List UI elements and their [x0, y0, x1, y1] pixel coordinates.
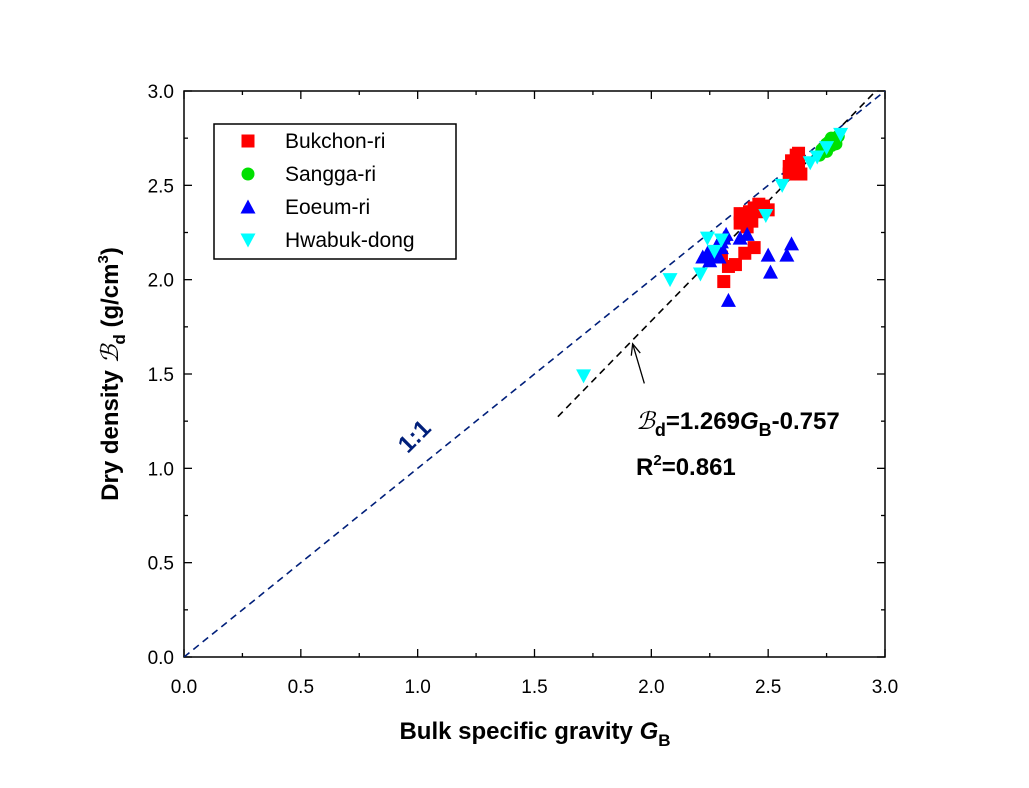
tick-labels: 0.0 0.5 1.0 1.5 2.0 2.5 3.0 0.0 0.5 1.0 1.5 2.0 2.5 3… — [148, 82, 899, 698]
data-point-eoeum-ri — [779, 247, 795, 262]
x-tick-label: 2.5 — [755, 677, 781, 698]
regression-equation: ℬd=1.269GB-0.757 — [636, 407, 840, 440]
legend: Bukchon-ri Sangga-ri Eoeum-ri Hwabuk-dong — [213, 123, 457, 260]
x-tick-label: 1.5 — [521, 677, 547, 698]
arrow-head — [630, 342, 641, 356]
legend-label: Sangga-ri — [285, 163, 376, 186]
data-point-hwabuk-dong — [758, 209, 774, 224]
legend-label: Eoeum-ri — [285, 196, 370, 219]
y-tick-label: 2.0 — [148, 271, 174, 292]
x-tick-label: 3.0 — [872, 677, 898, 698]
data-point-hwabuk-dong — [706, 244, 722, 259]
data-point-eoeum-ri — [784, 236, 800, 251]
legend-label: Hwabuk-dong — [285, 229, 415, 252]
r-squared-label: R2=0.861 — [636, 452, 736, 481]
x-tick-label: 0.5 — [288, 677, 314, 698]
data-point-hwabuk-dong — [809, 150, 825, 165]
data-point-hwabuk-dong — [833, 127, 849, 142]
data-point-eoeum-ri — [702, 253, 718, 268]
data-point-hwabuk-dong — [819, 141, 835, 156]
data-point-hwabuk-dong — [699, 231, 715, 246]
data-point-eoeum-ri — [711, 249, 727, 264]
axis-ticks — [183, 90, 886, 658]
data-point-bukchon-ri — [782, 167, 796, 181]
data-point-hwabuk-dong — [774, 178, 790, 193]
y-tick-label: 0.0 — [148, 648, 174, 669]
x-axis-title: Bulk specific gravity GB — [399, 718, 670, 750]
legend-label: Bukchon-ri — [285, 130, 385, 153]
data-point-hwabuk-dong — [692, 267, 708, 282]
data-point-eoeum-ri — [720, 292, 736, 307]
data-point-bukchon-ri — [792, 146, 806, 160]
data-point-bukchon-ri — [747, 241, 761, 255]
reference-lines — [184, 91, 885, 657]
data-point-bukchon-ri — [728, 258, 742, 272]
data-point-eoeum-ri — [732, 230, 748, 245]
legend-marker-hwabuk-dong — [240, 233, 256, 248]
y-axis-title: Dry density ℬd (g/cm3) — [95, 247, 129, 501]
data-point-eoeum-ri — [763, 264, 779, 279]
y-tick-label: 1.0 — [148, 459, 174, 480]
one-to-one-line — [184, 91, 885, 657]
y-tick-label: 2.5 — [148, 176, 174, 197]
legend-marker-bukchon-ri — [241, 134, 255, 148]
data-point-hwabuk-dong — [576, 369, 592, 384]
regression-line — [557, 91, 877, 418]
x-tick-label: 1.0 — [404, 677, 430, 698]
one-to-one-label: 1:1 — [393, 415, 437, 459]
y-tick-label: 1.5 — [148, 365, 174, 386]
legend-marker-sangga-ri — [241, 167, 255, 181]
x-tick-label: 0.0 — [171, 677, 197, 698]
data-point-eoeum-ri — [760, 247, 776, 262]
data-points — [576, 127, 849, 384]
y-tick-label: 3.0 — [148, 82, 174, 103]
y-tick-label: 0.5 — [148, 554, 174, 575]
data-point-eoeum-ri — [739, 226, 755, 241]
annotation-arrow — [630, 342, 645, 384]
data-point-hwabuk-dong — [802, 156, 818, 171]
data-point-hwabuk-dong — [713, 233, 729, 248]
data-point-bukchon-ri — [717, 275, 731, 289]
x-tick-label: 2.0 — [638, 677, 664, 698]
data-point-hwabuk-dong — [662, 273, 678, 288]
data-point-bukchon-ri — [733, 207, 747, 221]
legend-marker-eoeum-ri — [240, 199, 256, 214]
data-point-bukchon-ri — [740, 220, 754, 234]
arrow-shaft — [632, 343, 645, 384]
